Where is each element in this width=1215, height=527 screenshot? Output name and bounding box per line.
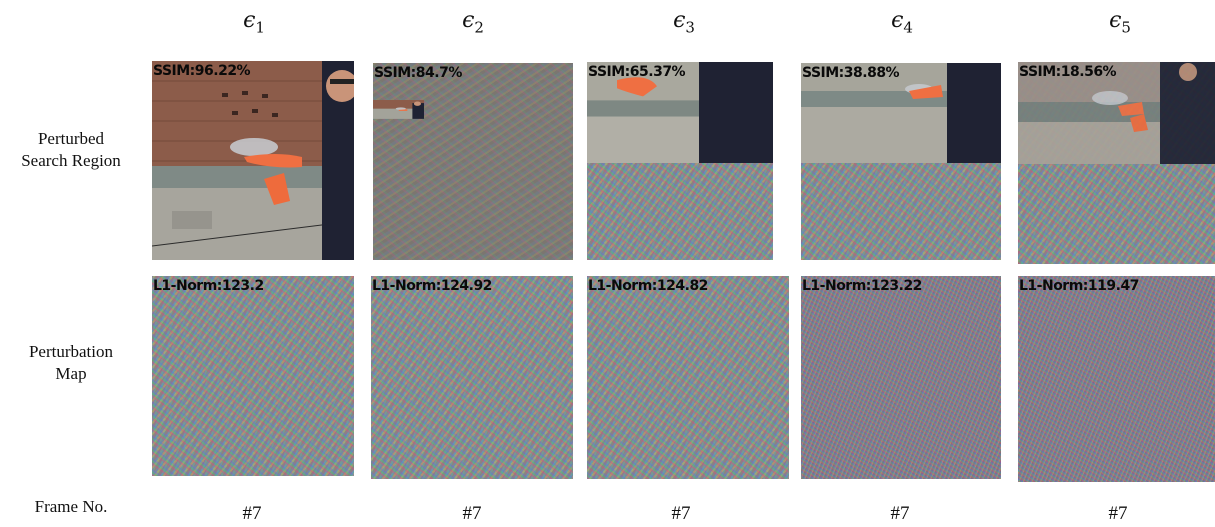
- search-region-image-4: SSIM:38.88%: [801, 63, 1001, 260]
- frame-number-1: #7: [242, 503, 262, 524]
- l1-norm-label-4: L1-Norm:123.22: [802, 278, 922, 294]
- epsilon-4-header: ϵ4: [891, 8, 913, 37]
- epsilon-1-header: ϵ1: [243, 8, 265, 37]
- l1-norm-label-5: L1-Norm:119.47: [1019, 278, 1139, 294]
- search-region-image-2: SSIM:84.7%: [373, 63, 573, 260]
- perturbation-map-2: L1-Norm:124.92: [371, 276, 573, 479]
- perturbation-map-4: L1-Norm:123.22: [801, 276, 1001, 479]
- frame-number-5: #7: [1108, 503, 1128, 524]
- row-label-perturbation-map: Perturbation Map: [28, 342, 114, 383]
- ssim-label-2: SSIM:84.7%: [374, 65, 462, 81]
- row-label-perturbed-search-region: Perturbed Search Region: [21, 129, 121, 170]
- l1-norm-label-2: L1-Norm:124.92: [372, 278, 492, 294]
- search-region-image-1: SSIM:96.22%: [152, 61, 354, 260]
- ssim-label-3: SSIM:65.37%: [588, 64, 686, 80]
- epsilon-2-header: ϵ2: [462, 8, 484, 37]
- frame-number-3: #7: [671, 503, 691, 524]
- row-label-frame-no: Frame No.: [34, 497, 108, 516]
- search-region-image-5: SSIM:18.56%: [1018, 62, 1215, 264]
- l1-norm-label-1: L1-Norm:123.2: [153, 278, 264, 294]
- perturbation-map-5: L1-Norm:119.47: [1018, 276, 1215, 482]
- ssim-label-1: SSIM:96.22%: [153, 63, 251, 79]
- epsilon-3-header: ϵ3: [673, 8, 695, 37]
- perturbation-map-1: L1-Norm:123.2: [152, 276, 354, 476]
- ssim-label-4: SSIM:38.88%: [802, 65, 900, 81]
- frame-number-2: #7: [462, 503, 482, 524]
- perturbation-map-3: L1-Norm:124.82: [587, 276, 789, 479]
- epsilon-5-header: ϵ5: [1109, 8, 1131, 37]
- l1-norm-label-3: L1-Norm:124.82: [588, 278, 708, 294]
- frame-number-4: #7: [890, 503, 910, 524]
- ssim-label-5: SSIM:18.56%: [1019, 64, 1117, 80]
- search-region-image-3: SSIM:65.37%: [587, 62, 773, 260]
